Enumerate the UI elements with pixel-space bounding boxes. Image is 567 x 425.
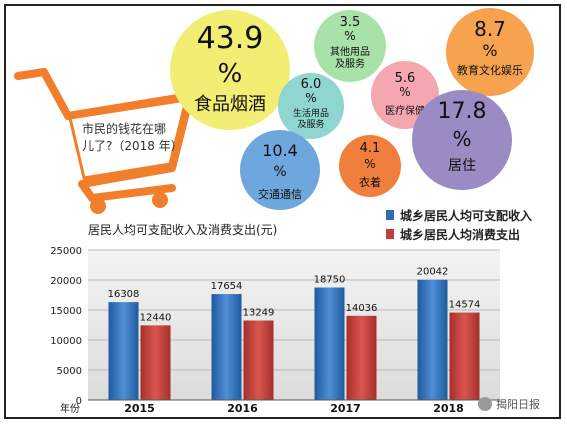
- bubble-unit: %: [218, 59, 243, 89]
- bubble-circle: [240, 130, 320, 210]
- bubble-label: 生活用品: [293, 107, 329, 119]
- bubble-label: 及服务: [335, 57, 365, 70]
- y-tick-label: 0: [76, 396, 82, 407]
- bubble-label: 居住: [448, 158, 476, 174]
- bar-consumption-2016: [243, 320, 274, 400]
- x-tick-label: 2016: [227, 402, 258, 415]
- bubble-percent: 43.9: [197, 21, 264, 56]
- y-tick-label: 20000: [50, 276, 82, 287]
- chart-title: 居民人均可支配收入及消费支出(元): [88, 223, 277, 237]
- bar-income-2016: [211, 294, 242, 400]
- x-tick-label: 2018: [433, 402, 464, 415]
- bar-income-2015: [108, 302, 139, 400]
- bubble-label: 医疗保健: [385, 104, 425, 117]
- data-label: 14036: [346, 303, 378, 314]
- bubble-0: 43.9% 食品烟酒: [170, 10, 290, 130]
- bubble-unit: %: [305, 91, 316, 105]
- data-label: 14574: [449, 300, 481, 311]
- bar-consumption-2018: [449, 312, 480, 400]
- bubble-circle: [314, 10, 386, 82]
- data-label: 12440: [140, 312, 172, 323]
- bubble-circle: [170, 10, 290, 130]
- legend-label-consumption: 城乡居民人均消费支出: [400, 227, 520, 242]
- bar-consumption-2015: [140, 325, 171, 400]
- bubble-2: 8.7% 教育文化娱乐: [446, 8, 534, 96]
- bubble-label: 食品烟酒: [194, 94, 266, 115]
- bubble-unit: %: [399, 85, 410, 99]
- bubble-6: 10.4% 交通通信: [240, 130, 320, 210]
- bubble-label: 交通通信: [258, 187, 302, 201]
- data-label: 18750: [314, 275, 346, 286]
- bubble-unit: %: [452, 127, 471, 151]
- watermark: 揭阳日报: [478, 396, 540, 412]
- bubble-unit: %: [273, 164, 286, 180]
- legend-swatch-income: [386, 210, 394, 220]
- chart-legend: 城乡居民人均可支配收入 城乡居民人均消费支出: [386, 208, 532, 242]
- x-tick-label: 2017: [330, 402, 361, 415]
- data-label: 17654: [211, 281, 243, 292]
- wechat-icon: [478, 397, 492, 411]
- y-tick-label: 5000: [57, 366, 82, 377]
- bubble-percent: 6.0: [301, 77, 322, 92]
- data-label: 16308: [108, 289, 140, 300]
- bubble-5: 17.8% 居住: [412, 90, 512, 190]
- y-tick-label: 10000: [50, 336, 82, 347]
- bubble-percent: 4.1: [360, 141, 381, 156]
- bar-consumption-2017: [346, 315, 377, 400]
- cart-text-line2: 儿了?（2018 年）: [82, 139, 183, 153]
- y-tick-label: 25000: [50, 246, 82, 257]
- y-tick-label: 15000: [50, 306, 82, 317]
- bar-income-2018: [417, 279, 448, 400]
- bubble-percent: 17.8: [438, 99, 487, 124]
- bubble-percent: 10.4: [262, 141, 298, 160]
- bubble-percent: 5.6: [395, 71, 416, 86]
- bar-income-2017: [314, 287, 345, 400]
- bubble-percent: 8.7: [474, 17, 506, 41]
- bubble-percent: 3.5: [340, 15, 361, 30]
- bubble-unit: %: [344, 29, 355, 43]
- data-label: 13249: [243, 308, 275, 319]
- bubble-label: 衣着: [359, 175, 381, 189]
- x-tick-label: 2015: [124, 402, 155, 415]
- bubble-circle: [446, 8, 534, 96]
- legend-swatch-consumption: [386, 229, 394, 239]
- cart-text-line1: 市民的钱花在哪: [82, 121, 166, 136]
- bubble-circle: [278, 73, 344, 139]
- x-axis-label: 年份: [60, 402, 80, 415]
- data-label: 20042: [417, 267, 449, 278]
- bubble-circle: [339, 135, 401, 197]
- bubble-label: 及服务: [297, 118, 324, 130]
- bubble-label: 教育文化娱乐: [457, 63, 523, 77]
- watermark-text: 揭阳日报: [496, 398, 540, 411]
- legend-label-income: 城乡居民人均可支配收入: [400, 208, 532, 223]
- bubble-label: 其他用品: [330, 45, 370, 58]
- bubble-unit: %: [364, 157, 375, 171]
- bubble-unit: %: [482, 41, 497, 60]
- shopping-cart-icon: [14, 68, 194, 214]
- bubble-7: 4.1% 衣着: [339, 135, 401, 197]
- bubble-circle: [412, 90, 512, 190]
